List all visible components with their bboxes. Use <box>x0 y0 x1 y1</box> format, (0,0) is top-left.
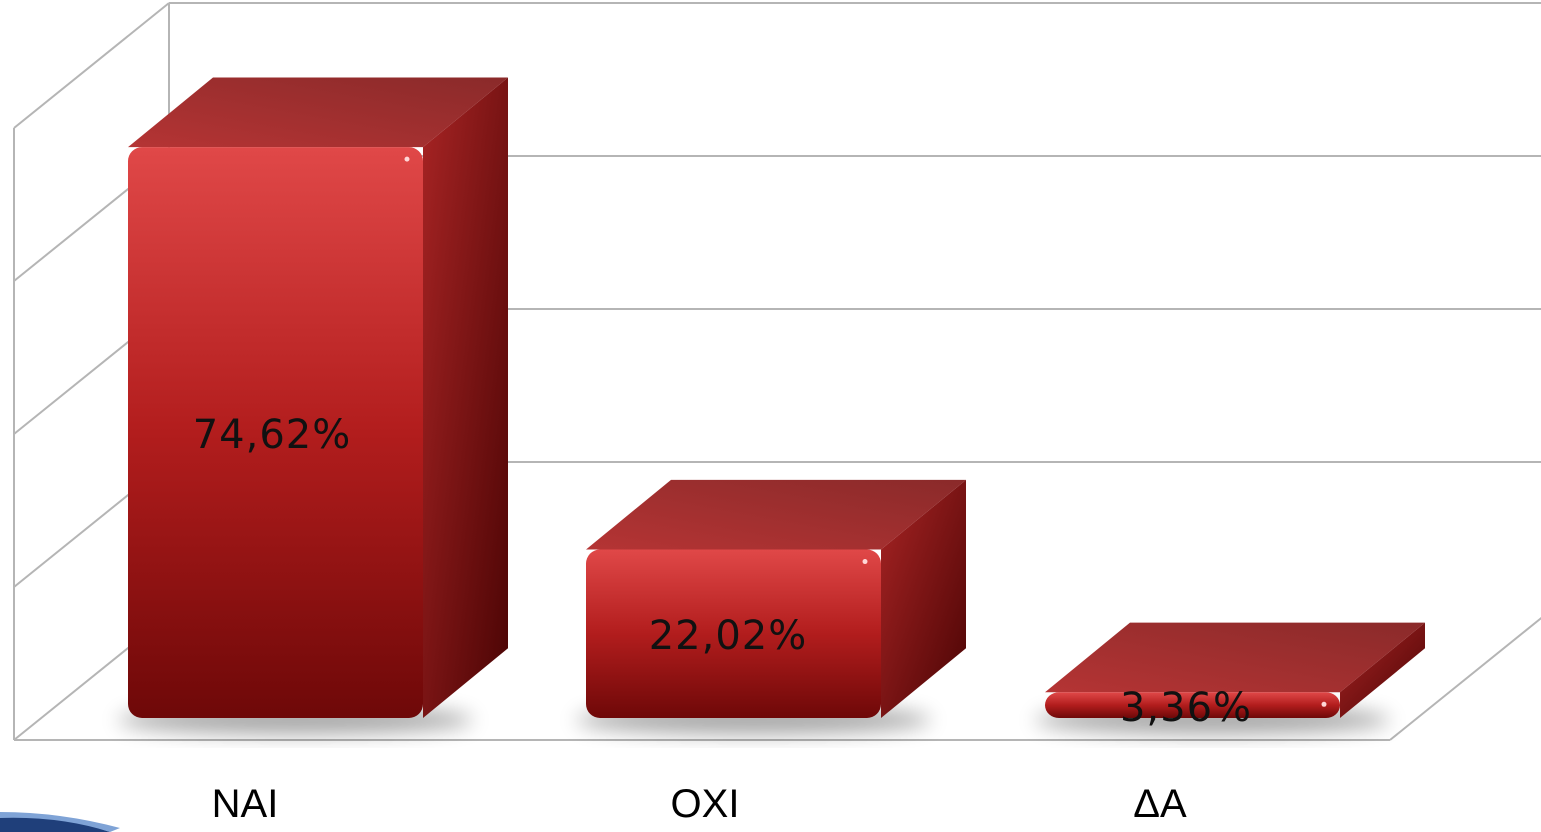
data-label-da: 3,36% <box>1119 685 1253 731</box>
chart-bars <box>118 77 1425 734</box>
category-label-da: ΔΑ <box>1133 782 1187 826</box>
gridline-side <box>13 2 170 129</box>
category-label-oxi: OXI <box>670 782 740 826</box>
bar-top-face <box>1045 622 1425 693</box>
slide-corner-decoration <box>0 812 120 832</box>
bar-side-face <box>881 479 966 718</box>
bar-top-face <box>128 77 508 148</box>
category-label-nai: NAI <box>211 782 279 826</box>
bar-nai <box>118 77 508 734</box>
bar-front-face <box>586 549 881 718</box>
bar-top-face <box>586 479 966 550</box>
floor-right-edge <box>1389 616 1541 741</box>
bar-front-face <box>128 147 423 719</box>
bar-da <box>1035 622 1425 734</box>
bar-front-face <box>1045 692 1340 718</box>
bar-side-face <box>1340 622 1425 718</box>
bar-oxi <box>576 479 966 734</box>
data-label-nai: 74,62% <box>192 412 352 458</box>
data-label-oxi: 22,02% <box>648 613 808 659</box>
bar-highlight <box>1321 701 1327 707</box>
bar-highlight <box>862 559 868 565</box>
bar-side-face <box>423 77 508 718</box>
bar-highlight <box>404 156 410 162</box>
